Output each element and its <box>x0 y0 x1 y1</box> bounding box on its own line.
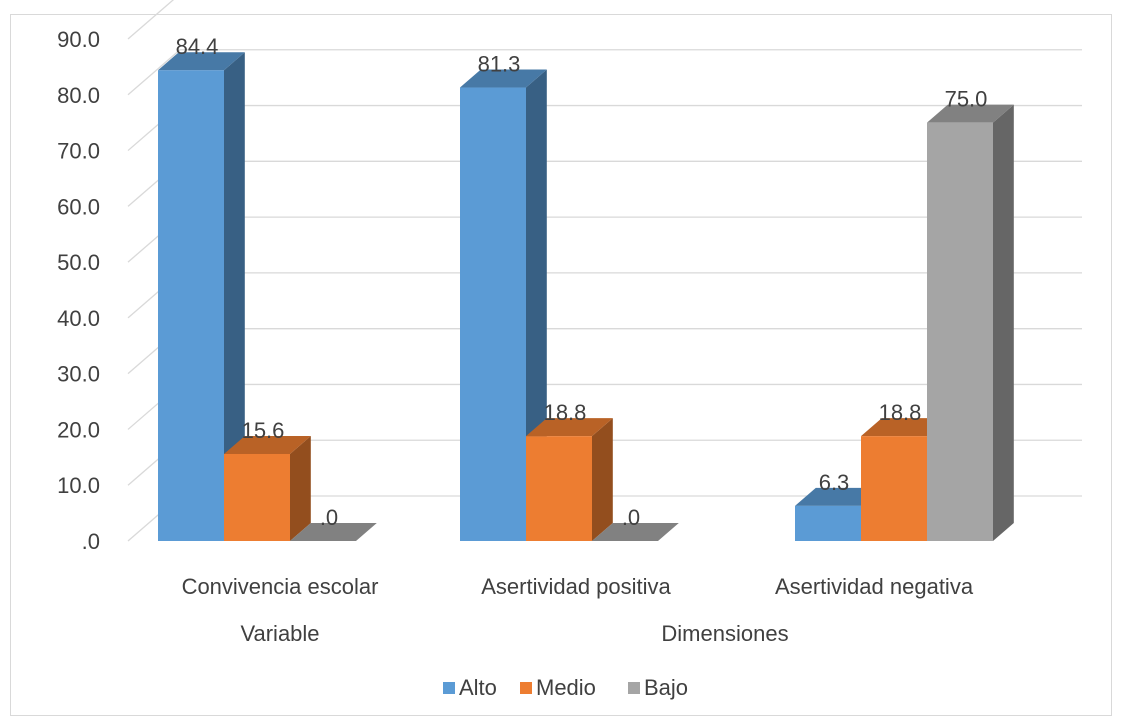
bar-front <box>795 505 861 541</box>
bar-front <box>526 436 592 541</box>
bar-bajo <box>290 523 377 541</box>
data-label: 75.0 <box>945 87 988 112</box>
bar-front <box>224 453 290 541</box>
legend-swatch <box>628 682 640 694</box>
bar-alto <box>460 69 547 541</box>
data-label: 18.8 <box>544 400 587 425</box>
x-axis-groups: Variable Dimensiones <box>240 621 788 646</box>
legend-label: Bajo <box>644 675 688 700</box>
bar-top <box>460 69 547 88</box>
bar-front <box>158 70 224 541</box>
bars <box>158 52 1014 542</box>
data-label: 81.3 <box>478 52 521 77</box>
y-tick-label: 30.0 <box>57 362 100 387</box>
bar-side <box>224 52 245 541</box>
y-tick-label: 60.0 <box>57 194 100 219</box>
y-tick-label: 40.0 <box>57 306 100 331</box>
legend: Alto Medio Bajo <box>443 675 688 700</box>
legend-label: Alto <box>459 675 497 700</box>
category-label: Asertividad positiva <box>481 574 671 599</box>
bar-front <box>460 87 526 541</box>
grid-diagonal <box>127 0 175 40</box>
data-label: 15.6 <box>242 418 285 443</box>
grid-diagonal <box>127 49 181 96</box>
legend-item-medio: Medio <box>520 675 596 700</box>
bar-side <box>993 104 1014 542</box>
bar-side <box>290 435 311 541</box>
data-label: .0 <box>622 505 640 530</box>
group-label: Dimensiones <box>661 621 788 646</box>
legend-item-alto: Alto <box>443 675 497 700</box>
bar-top <box>158 52 245 71</box>
bar-top <box>224 435 311 454</box>
bar-top <box>592 523 679 541</box>
bar-bajo <box>927 104 1014 542</box>
data-label: 18.8 <box>879 400 922 425</box>
y-tick-label: 80.0 <box>57 83 100 108</box>
y-tick-label: 20.0 <box>57 417 100 442</box>
legend-item-bajo: Bajo <box>628 675 688 700</box>
category-label: Convivencia escolar <box>182 574 379 599</box>
bar-front <box>927 122 993 542</box>
data-label: 6.3 <box>819 470 850 495</box>
bar-front <box>861 436 927 541</box>
data-labels: 84.4 15.6 .0 81.3 18.8 .0 6.3 18.8 75.0 <box>176 34 988 530</box>
bar-top <box>795 487 882 506</box>
y-tick-label: 90.0 <box>57 27 100 52</box>
data-label: .0 <box>320 505 338 530</box>
x-axis-categories: Convivencia escolar Asertividad positiva A… <box>182 574 974 599</box>
bar-top <box>927 104 1014 123</box>
y-tick-label: 10.0 <box>57 473 100 498</box>
bar-top <box>861 418 948 437</box>
legend-swatch <box>520 682 532 694</box>
bar-side <box>592 418 613 541</box>
legend-label: Medio <box>536 675 596 700</box>
bar-top <box>526 418 613 437</box>
y-tick-label: 70.0 <box>57 139 100 164</box>
y-tick-label: .0 <box>82 529 100 554</box>
bar-medio <box>526 418 613 541</box>
bar-top <box>290 523 377 541</box>
group-label: Variable <box>240 621 319 646</box>
legend-swatch <box>443 682 455 694</box>
data-label: 84.4 <box>176 34 219 59</box>
category-label: Asertividad negativa <box>775 574 974 599</box>
bar-medio <box>224 435 311 541</box>
bar-bajo <box>592 523 679 541</box>
bar-alto <box>795 487 882 541</box>
y-tick-label: 50.0 <box>57 250 100 275</box>
bar-alto <box>158 52 245 541</box>
y-axis-ticks: .0 10.0 20.0 30.0 40.0 50.0 60.0 70.0 80.0 90.0 <box>57 27 100 554</box>
